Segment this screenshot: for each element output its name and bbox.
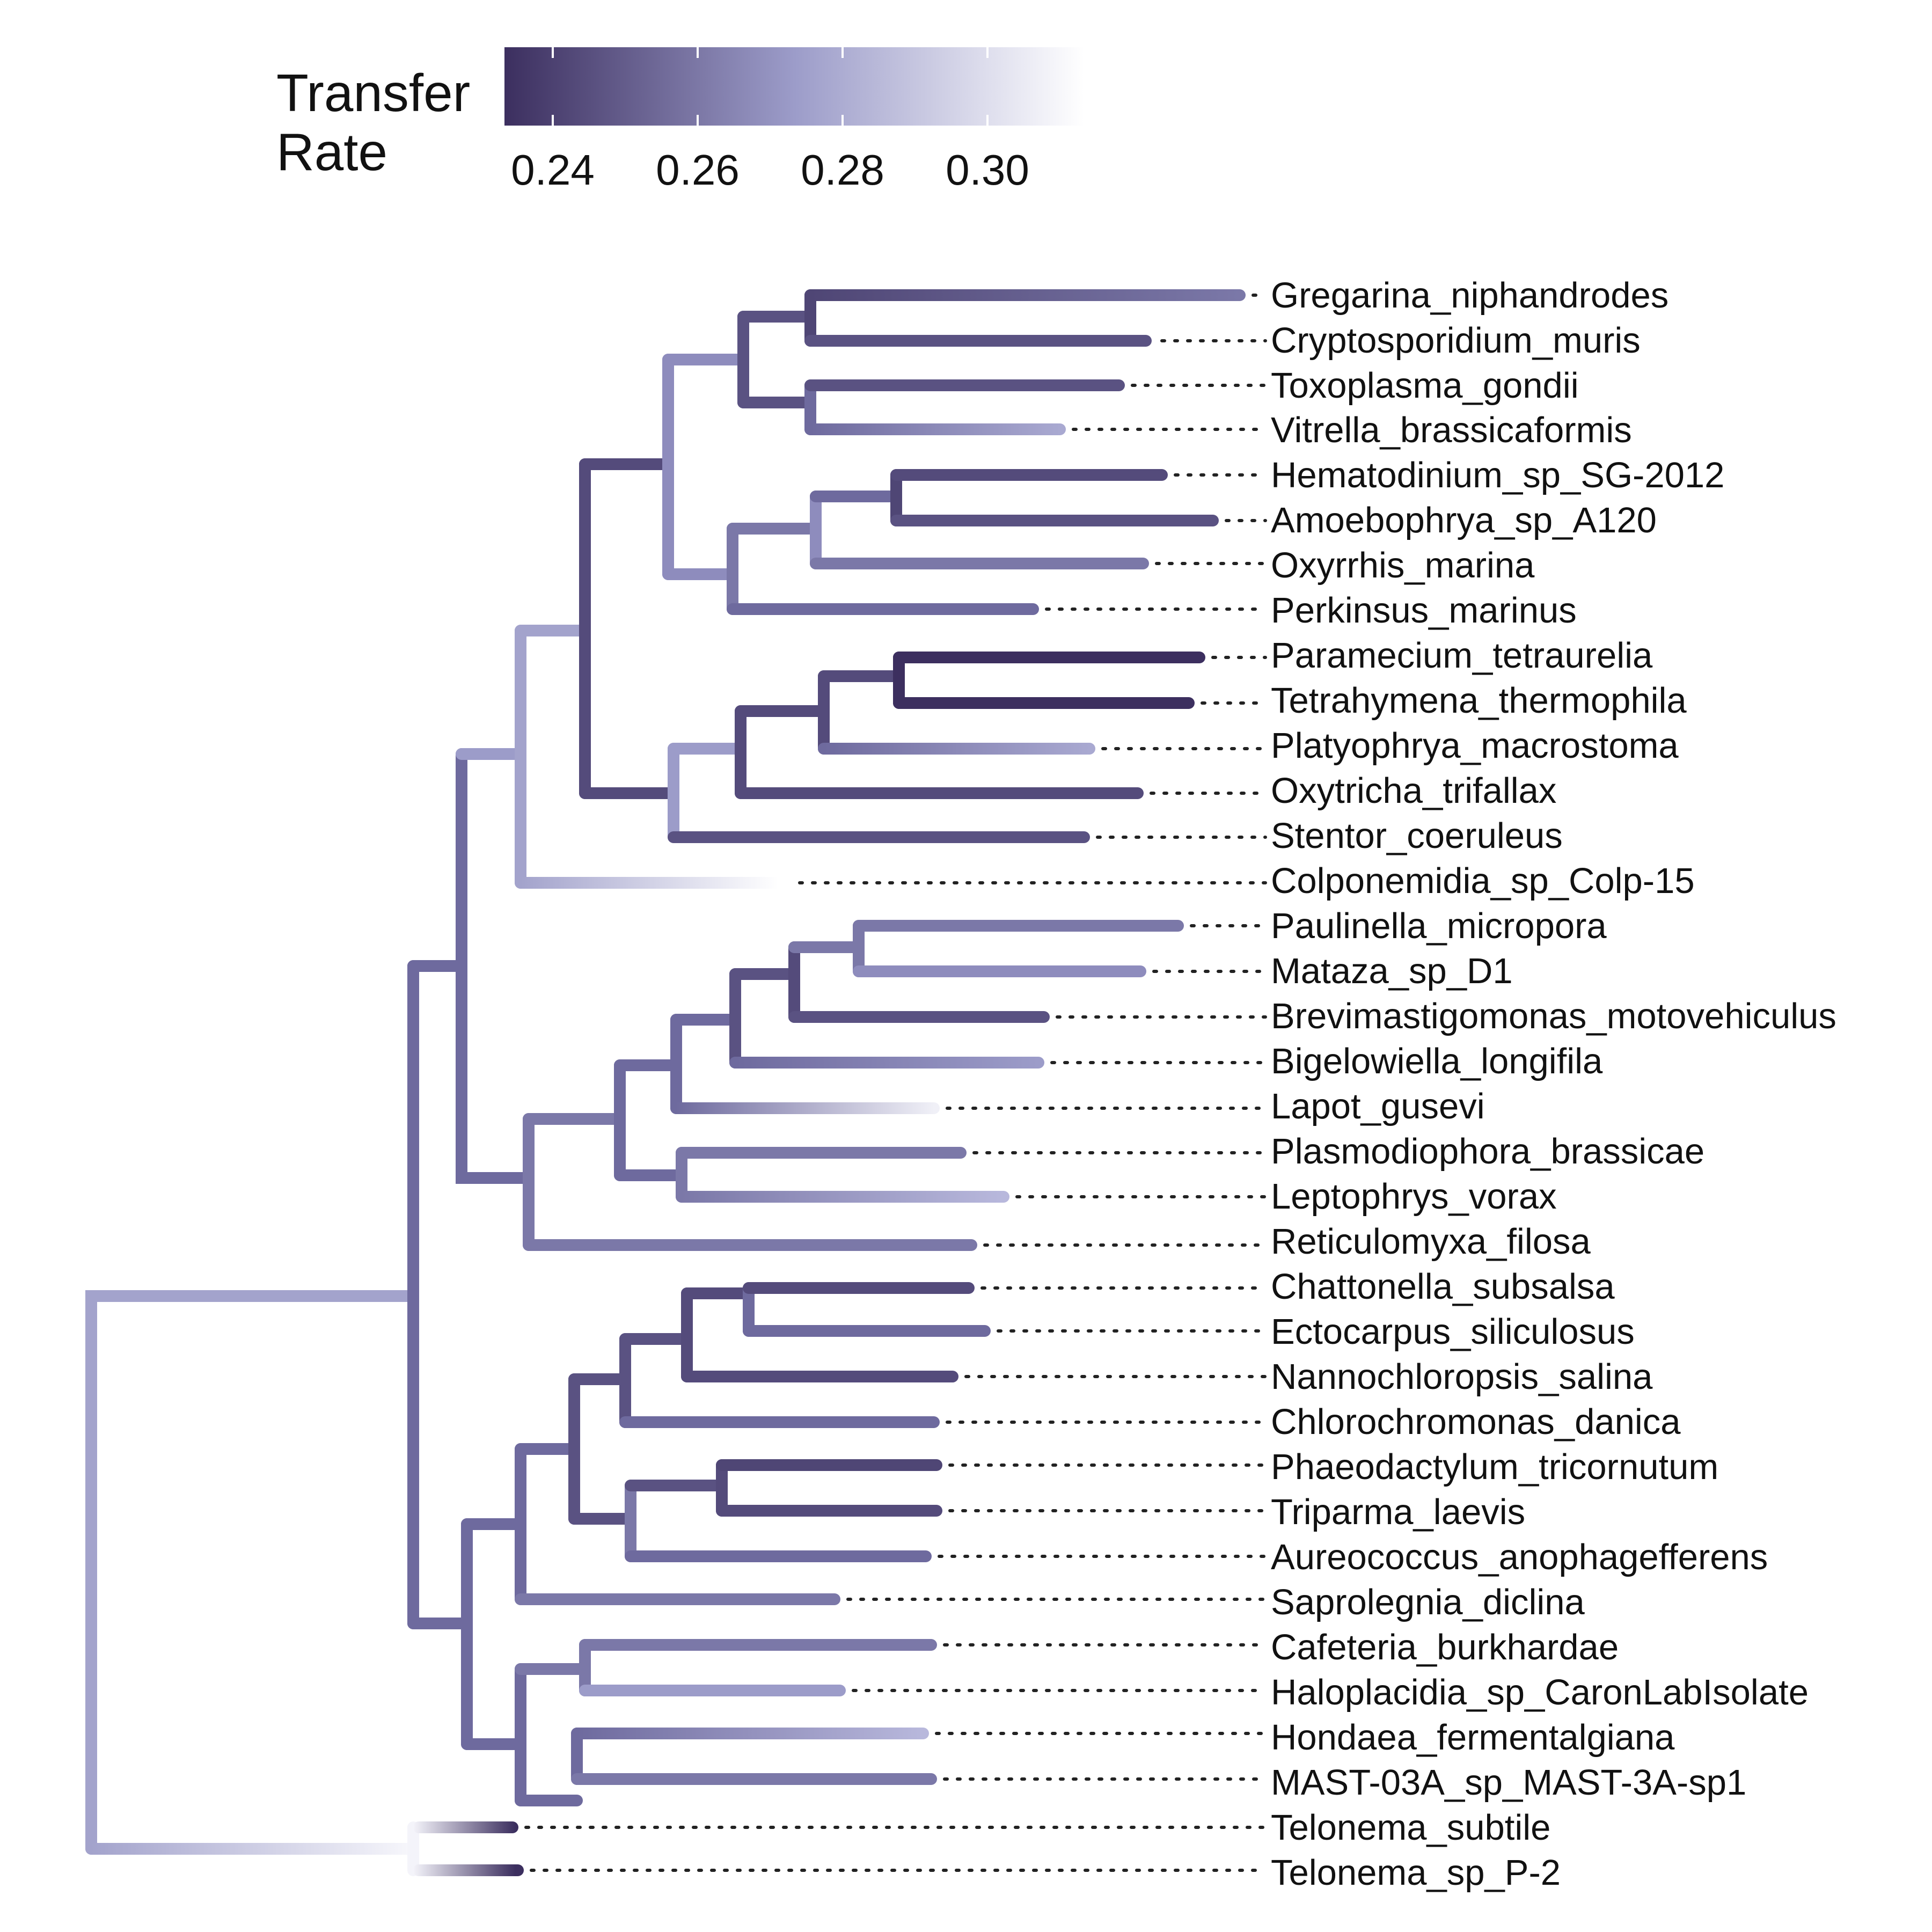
- tip-label: Perkinsus_marinus: [1271, 590, 1577, 631]
- tip-label: Leptophrys_vorax: [1271, 1176, 1557, 1217]
- legend-tick-label: 0.30: [946, 146, 1029, 194]
- tip-label: Nannochloropsis_salina: [1271, 1357, 1653, 1397]
- legend-tick-label: 0.26: [656, 146, 740, 194]
- tip-label: Paramecium_tetraurelia: [1271, 635, 1653, 676]
- tip-label: Plasmodiophora_brassicae: [1271, 1131, 1704, 1172]
- tip-label: Chattonella_subsalsa: [1271, 1267, 1615, 1307]
- tip-label: Paulinella_micropora: [1271, 906, 1607, 946]
- tip-label: Platyophrya_macrostoma: [1271, 726, 1679, 766]
- tip-label: Hondaea_fermentalgiana: [1271, 1717, 1675, 1758]
- tip-label: Lapot_gusevi: [1271, 1086, 1485, 1126]
- tip-label: Haloplacidia_sp_CaronLabIsolate: [1271, 1672, 1809, 1713]
- tip-label: Phaeodactylum_tricornutum: [1271, 1447, 1718, 1487]
- tip-label: Telonema_sp_P-2: [1271, 1853, 1561, 1893]
- tip-label: Mataza_sp_D1: [1271, 951, 1513, 991]
- branch: [85, 1290, 419, 1855]
- tip-label: Toxoplasma_gondii: [1271, 365, 1579, 406]
- legend-title-line2: Rate: [276, 122, 387, 181]
- tip-label: Cryptosporidium_muris: [1271, 320, 1641, 361]
- tip-label: Gregarina_niphandrodes: [1271, 275, 1668, 316]
- tip-label: Aureococcus_anophagefferens: [1271, 1537, 1768, 1577]
- branch: [456, 748, 535, 1184]
- tip-label: Brevimastigomonas_motovehiculus: [1271, 996, 1836, 1036]
- tree-branches: [85, 289, 1246, 1876]
- legend-title-line1: Transfer: [276, 63, 470, 122]
- tip-label: Bigelowiella_longifila: [1271, 1041, 1603, 1081]
- tip-label: Ectocarpus_siliculosus: [1271, 1312, 1635, 1352]
- tip-label: Oxyrrhis_marina: [1271, 545, 1535, 586]
- legend-tick-marks: [552, 47, 989, 126]
- legend-tick-label: 0.28: [801, 146, 884, 194]
- tip-label: Hematodinium_sp_SG-2012: [1271, 455, 1724, 495]
- tip-label: Chlorochromonas_danica: [1271, 1402, 1681, 1442]
- tip-label: Tetrahymena_thermophila: [1271, 680, 1687, 721]
- tip-label: Reticulomyxa_filosa: [1271, 1221, 1591, 1262]
- legend-tick-label: 0.24: [511, 146, 595, 194]
- color-legend: Transfer Rate 0.24 0.26 0.28 0.30: [276, 47, 1084, 194]
- tip-label: Stentor_coeruleus: [1271, 816, 1563, 856]
- tip-leader-lines: [524, 294, 1267, 1872]
- tip-label: Triparma_laevis: [1271, 1492, 1525, 1532]
- tip-label: Cafeteria_burkhardae: [1271, 1627, 1619, 1667]
- legend-colorbar: [504, 47, 1084, 126]
- tip-label: Amoebophrya_sp_A120: [1271, 500, 1657, 540]
- tip-label: MAST-03A_sp_MAST-3A-sp1: [1271, 1762, 1746, 1803]
- tip-label: Colponemidia_sp_Colp-15: [1271, 861, 1695, 901]
- tip-label: Saprolegnia_diclina: [1271, 1582, 1585, 1622]
- tip-label: Vitrella_brassicaformis: [1271, 410, 1632, 450]
- tip-label: Oxytricha_trifallax: [1271, 771, 1556, 811]
- tip-labels: Gregarina_niphandrodes Cryptosporidium_m…: [1271, 275, 1836, 1893]
- tip-label: Telonema_subtile: [1271, 1807, 1550, 1848]
